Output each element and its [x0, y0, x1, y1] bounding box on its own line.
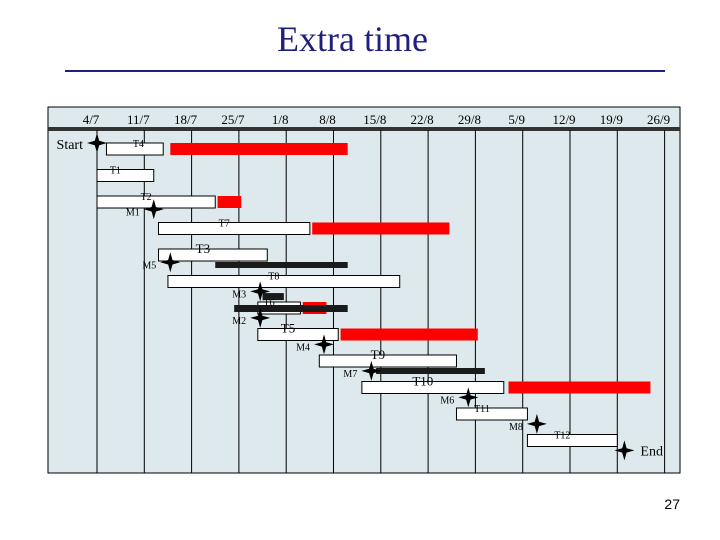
chart-background [47, 106, 681, 474]
task-label: T8 [268, 272, 279, 283]
slide-title: Extra time [277, 19, 428, 59]
task-bar [167, 275, 401, 288]
milestone-marker [250, 281, 271, 302]
milestone-label: M7 [343, 369, 357, 380]
milestone-marker [160, 252, 181, 273]
date-label: 5/9 [508, 112, 525, 127]
task-label: T10 [412, 374, 433, 389]
milestone-label: M3 [232, 289, 246, 300]
task-label: T3 [196, 241, 210, 256]
date-label: 19/9 [600, 112, 623, 127]
title-underline [65, 70, 665, 72]
task-bar [157, 222, 311, 235]
milestone-label: Start [57, 138, 84, 153]
date-label: 22/8 [411, 112, 434, 127]
milestone-marker [361, 360, 382, 381]
milestone-marker [458, 387, 479, 408]
task-bar [318, 354, 457, 368]
page-number: 27 [664, 496, 680, 512]
extra-time-bar [312, 222, 450, 235]
date-label: 29/8 [458, 112, 481, 127]
milestone-marker [143, 199, 164, 220]
resource-bar [234, 305, 348, 312]
resource-bar [262, 293, 284, 301]
task-label: T6 [264, 298, 275, 309]
milestone-label: End [640, 444, 663, 459]
date-label: 15/8 [363, 112, 386, 127]
extra-time-bar [340, 328, 478, 341]
extra-time-bar [217, 196, 242, 208]
task-label: T4 [133, 139, 144, 150]
milestone-marker [314, 334, 335, 355]
date-label: 18/7 [174, 112, 198, 127]
milestone-label: M2 [232, 316, 246, 327]
milestone-marker [614, 440, 635, 461]
task-label: T9 [371, 347, 385, 362]
task-label: T11 [474, 404, 490, 415]
header-rule [48, 127, 680, 131]
task-label: T1 [110, 166, 121, 177]
milestone-label: M5 [142, 260, 156, 271]
task-bar [257, 328, 339, 341]
milestone-marker [250, 307, 271, 328]
extra-time-bar [508, 381, 651, 394]
milestone-marker [87, 133, 107, 153]
milestone-label: M1 [126, 207, 140, 218]
extra-time-bar [170, 143, 348, 155]
task-bar [105, 142, 164, 156]
task-label: T12 [554, 431, 570, 442]
milestone-label: M6 [440, 395, 454, 406]
task-bar [96, 195, 216, 209]
date-label: 12/9 [552, 112, 575, 127]
task-label: T5 [281, 321, 295, 336]
milestone-label: M8 [509, 422, 523, 433]
task-bar [96, 169, 155, 182]
resource-bar [215, 262, 348, 268]
date-label: 4/7 [83, 112, 100, 127]
date-label: 25/7 [221, 112, 245, 127]
milestone-marker [526, 413, 547, 434]
task-bar [526, 434, 618, 447]
date-label: 1/8 [272, 112, 289, 127]
date-label: 26/9 [647, 112, 670, 127]
date-label: 11/7 [127, 112, 150, 127]
task-label: T7 [219, 219, 230, 230]
task-bar [455, 407, 528, 421]
milestone-label: M4 [296, 342, 310, 353]
task-label: T2 [141, 192, 152, 203]
resource-bar [376, 368, 485, 374]
date-label: 8/8 [319, 112, 336, 127]
task-bar [157, 248, 268, 262]
